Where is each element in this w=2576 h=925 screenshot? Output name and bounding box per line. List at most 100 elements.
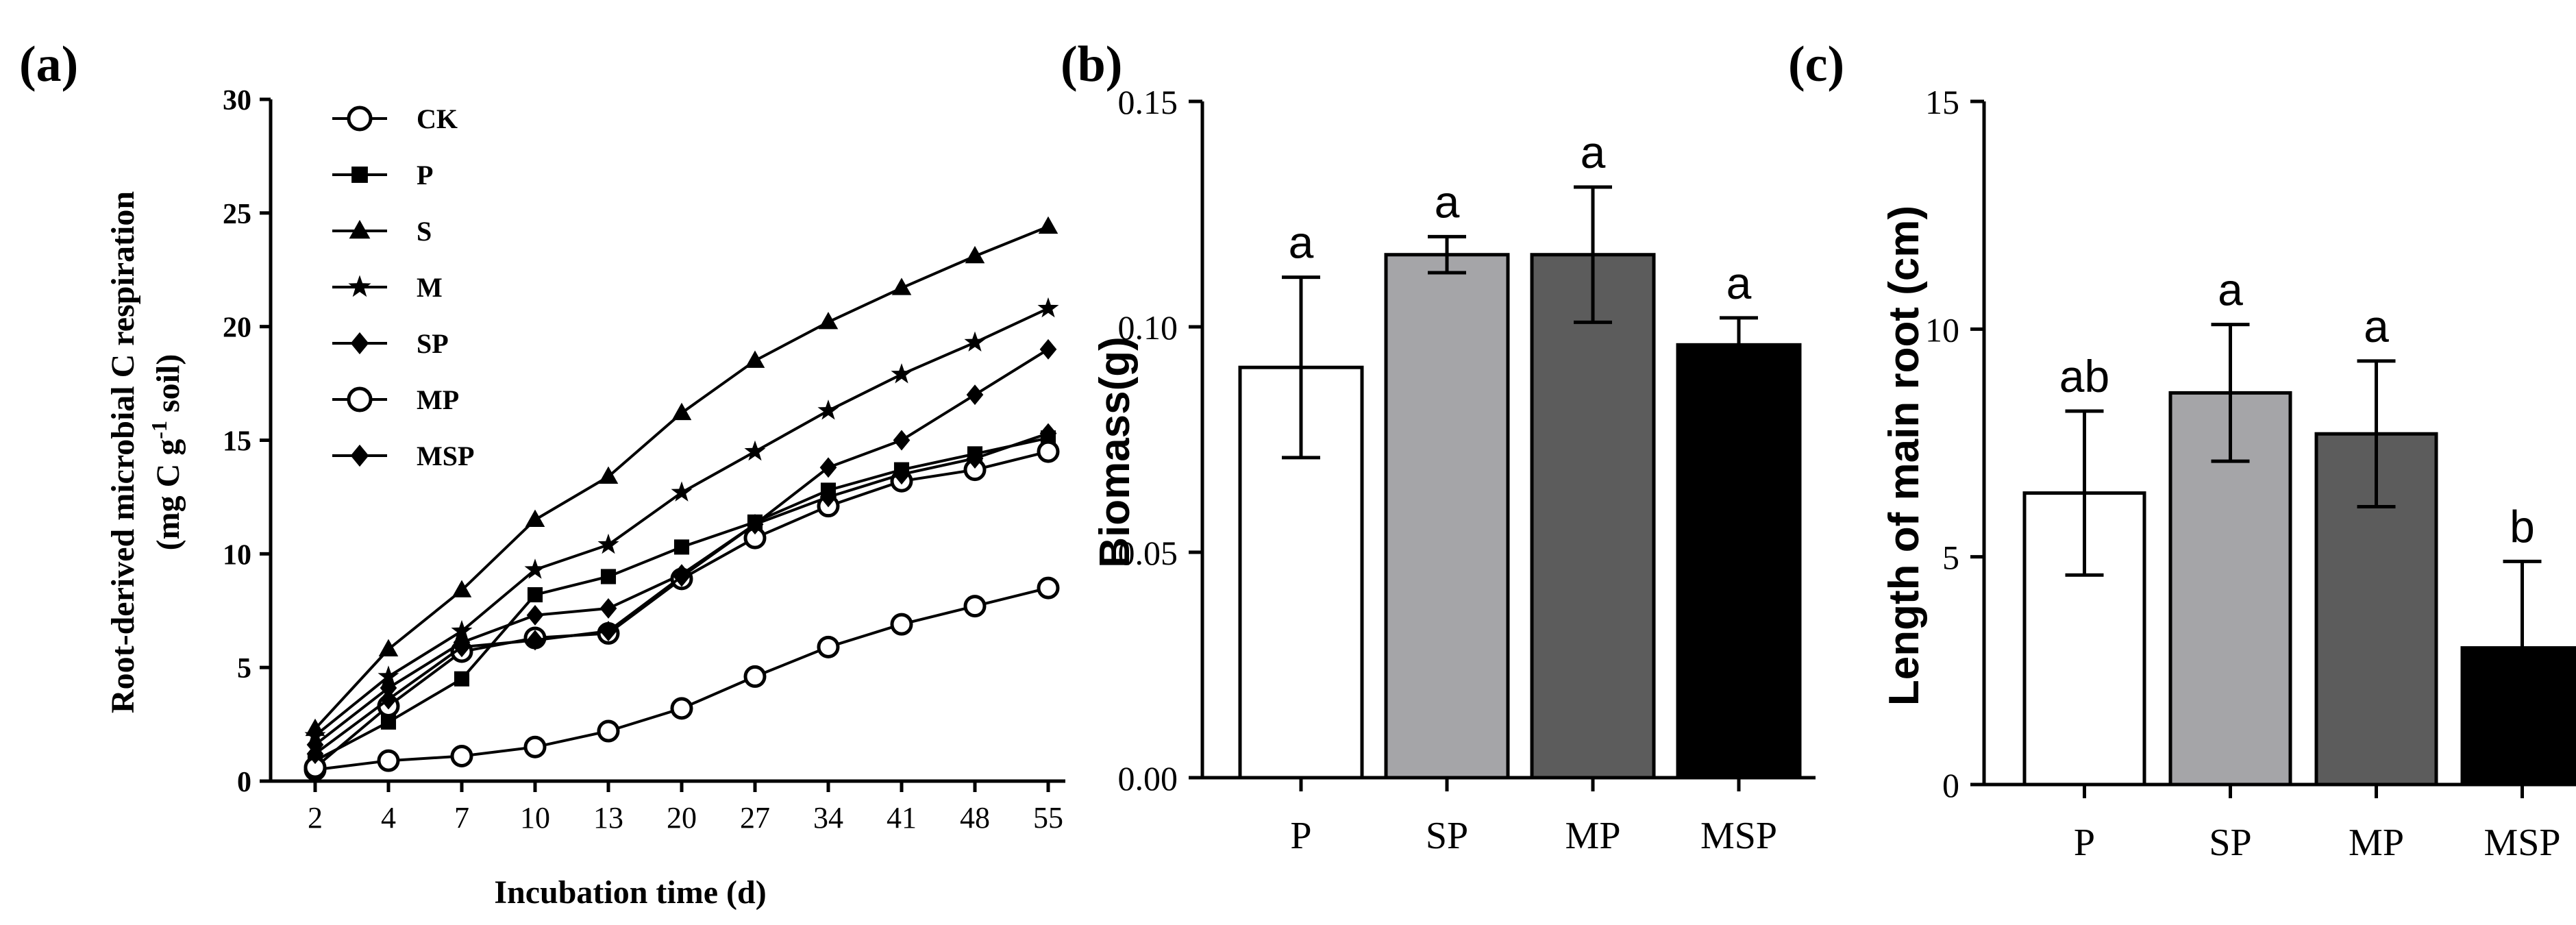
point-mp	[1037, 440, 1060, 463]
significance-letter-msp: a	[1726, 258, 1752, 308]
point-sp	[380, 678, 397, 698]
legend-marker-m	[348, 275, 371, 297]
x-tick-label-a: 48	[960, 801, 990, 835]
y-tick-label: 15	[1925, 83, 1959, 121]
point-sp	[526, 604, 544, 626]
x-category-label-mp: MP	[1565, 815, 1621, 857]
bars-b: a a a a	[1238, 127, 1802, 780]
point-ck	[523, 735, 547, 758]
point-m	[524, 558, 546, 579]
point-s	[451, 580, 472, 597]
y-tick-label-a: 15	[223, 426, 251, 458]
point-msp	[380, 689, 397, 710]
y-tick-label-a: 5	[237, 653, 251, 684]
point-msp	[306, 743, 324, 765]
legend-label-s: S	[417, 216, 432, 247]
y-tick-label: 0.10	[1118, 308, 1178, 347]
y-axis-title-c: Length of main root (cm)	[1881, 206, 1928, 706]
legend-marker-p	[351, 166, 368, 183]
point-ck	[670, 697, 693, 720]
panel-label-a: (a)	[19, 36, 78, 92]
point-sp	[819, 457, 837, 478]
point-s	[1038, 216, 1058, 234]
x-tick-label-a: 34	[813, 801, 843, 835]
significance-letter-mp: a	[1581, 127, 1606, 177]
legend-marker-mp	[347, 386, 373, 412]
y-axis-title-b: Biomass(g)	[1091, 336, 1139, 568]
point-ck	[377, 749, 400, 772]
x-category-label-p: P	[2074, 822, 2095, 864]
point-s	[671, 402, 692, 421]
point-msp	[819, 486, 837, 508]
panel-a: (a) Incubation time (d) Root-derived mic…	[19, 36, 1065, 911]
point-sp	[893, 430, 911, 451]
x-category-label-p: P	[1290, 815, 1311, 857]
point-ck	[890, 613, 913, 636]
y-tick-label-a: 10	[223, 539, 251, 571]
bar-sp	[1384, 253, 1510, 780]
y-tick-label: 0.00	[1118, 759, 1178, 798]
legend-marker-ck	[347, 106, 373, 132]
point-ck	[817, 635, 840, 658]
significance-letter-sp: a	[1435, 176, 1460, 227]
y-axis-title-a-line1: Root-derived microbial C respiration	[105, 191, 141, 713]
x-tick-label-a: 4	[381, 801, 396, 835]
y-tick-label: 0.15	[1118, 83, 1178, 121]
point-m	[451, 619, 473, 641]
point-p	[673, 539, 690, 555]
legend-label-msp: MSP	[417, 441, 474, 471]
point-msp	[893, 464, 911, 485]
point-msp	[599, 621, 617, 642]
legend-label-mp: MP	[417, 384, 459, 415]
point-m	[817, 399, 839, 420]
series-a	[304, 216, 1060, 781]
point-s	[378, 639, 399, 657]
panel-label-b: (b)	[1061, 36, 1122, 92]
point-msp	[453, 637, 471, 658]
point-s	[745, 350, 765, 368]
panel-b: (b) Biomass(g) 0.000.050.100.15P SP MP MSP …	[1061, 36, 1816, 857]
significance-letter-p: a	[1289, 217, 1314, 268]
legend-marker-sp	[350, 332, 369, 355]
x-tick-label-a: 10	[520, 801, 550, 835]
x-tick-label-a: 2	[308, 801, 323, 835]
y-tick-label-a: 30	[223, 85, 251, 116]
x-category-label-sp: SP	[1426, 815, 1468, 857]
point-s	[891, 278, 912, 295]
panel-c: (c) Length of main root (cm) 0 5 10 15 P SP MP…	[1788, 36, 2576, 864]
point-ck	[450, 745, 473, 768]
point-p	[380, 714, 397, 730]
legend-label-sp: SP	[417, 328, 449, 359]
significance-letter-mp: a	[2364, 301, 2389, 352]
y-tick-label: 10	[1925, 310, 1959, 349]
point-m	[891, 363, 913, 384]
x-tick-label-a: 41	[887, 801, 917, 835]
x-tick-label-a: 20	[667, 801, 697, 835]
point-p	[527, 587, 543, 603]
significance-letter-sp: a	[2218, 264, 2243, 315]
x-tick-label-a: 27	[740, 801, 770, 835]
panel-label-c: (c)	[1788, 36, 1844, 92]
point-sp	[599, 597, 617, 619]
point-msp	[673, 566, 691, 587]
point-m	[377, 665, 399, 686]
significance-letter-p: ab	[2059, 351, 2109, 402]
bar-mp	[1530, 253, 1656, 780]
bar-msp	[1676, 343, 1802, 780]
point-msp	[746, 514, 764, 535]
point-m	[671, 481, 693, 502]
point-s	[818, 312, 839, 330]
y-axis-title-a-line2: (mg C g-1 soil)	[147, 354, 186, 551]
point-ck	[1037, 576, 1060, 600]
legend-marker-msp	[350, 444, 369, 467]
y-axis-title-a: Root-derived microbial C respiration (mg…	[105, 191, 186, 713]
point-s	[965, 245, 985, 264]
point-m	[597, 533, 619, 554]
point-p	[600, 569, 617, 584]
point-s	[525, 509, 545, 527]
y-tick-label-a: 20	[223, 312, 251, 344]
legend-label-p: P	[417, 160, 433, 190]
x-axis-title-a: Incubation time (d)	[494, 874, 766, 911]
